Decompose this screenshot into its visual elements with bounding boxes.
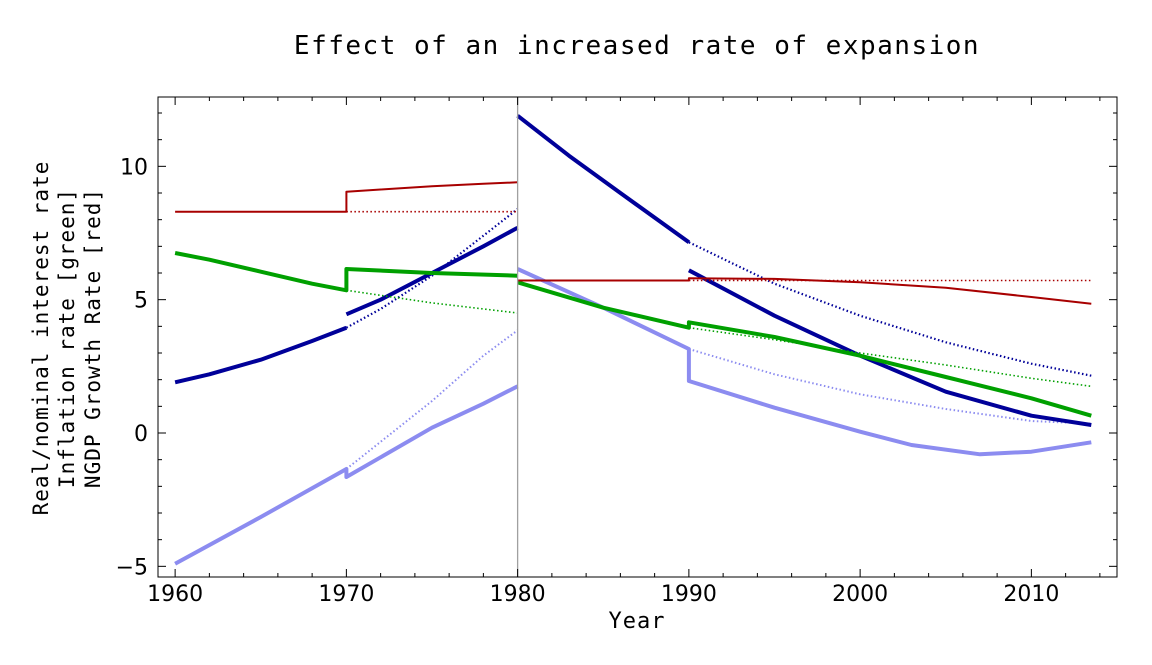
series-ngdp-path-2 [517,277,1092,305]
series-inflation-counterfactual-5 [346,289,518,314]
series-nominal-counterfactual-12 [688,241,1092,377]
x-tick-label: 2000 [832,582,888,607]
y-axis-label-line-2: Inflation rate [green] [55,188,79,488]
x-tick-label: 1970 [318,582,374,607]
series-nominal-path-11 [516,114,691,244]
y-tick-label: −5 [116,555,148,580]
ticks-layer: 1960 1970 1980 1990 2000 2010 −5 0 5 10 [116,97,1117,607]
x-tick-label: 1980 [490,582,546,607]
x-tick-label: 1960 [147,582,203,607]
series-nominal-counterfactual-10 [345,208,519,329]
x-tick-label: 2010 [1003,582,1059,607]
y-tick-label: 5 [134,289,148,314]
y-axis-label-line-1: Real/nominal interest rate [29,161,53,516]
plot-frame [157,96,1118,578]
series-real-counterfactual-17 [688,348,1092,425]
chart-title: Effect of an increased rate of expansion [294,31,980,61]
series-nominal-path-13 [687,268,1092,427]
series-inflation-path-4 [174,251,518,293]
series-inflation-counterfactual-7 [688,326,1092,388]
y-tick-label: 0 [134,422,148,447]
x-axis-label: Year [609,609,666,634]
y-tick-label: 10 [120,155,148,180]
series-real-path-16 [516,267,1092,457]
series-real-path-14 [174,384,519,566]
series-ngdp-path-0 [175,181,518,213]
y-axis-label-line-3: NGDP Growth Rate [red] [81,188,105,488]
series-layer [174,114,1092,566]
x-tick-label: 1990 [661,582,717,607]
series-inflation-path-6 [517,280,1092,418]
series-nominal-path-8 [174,325,348,385]
